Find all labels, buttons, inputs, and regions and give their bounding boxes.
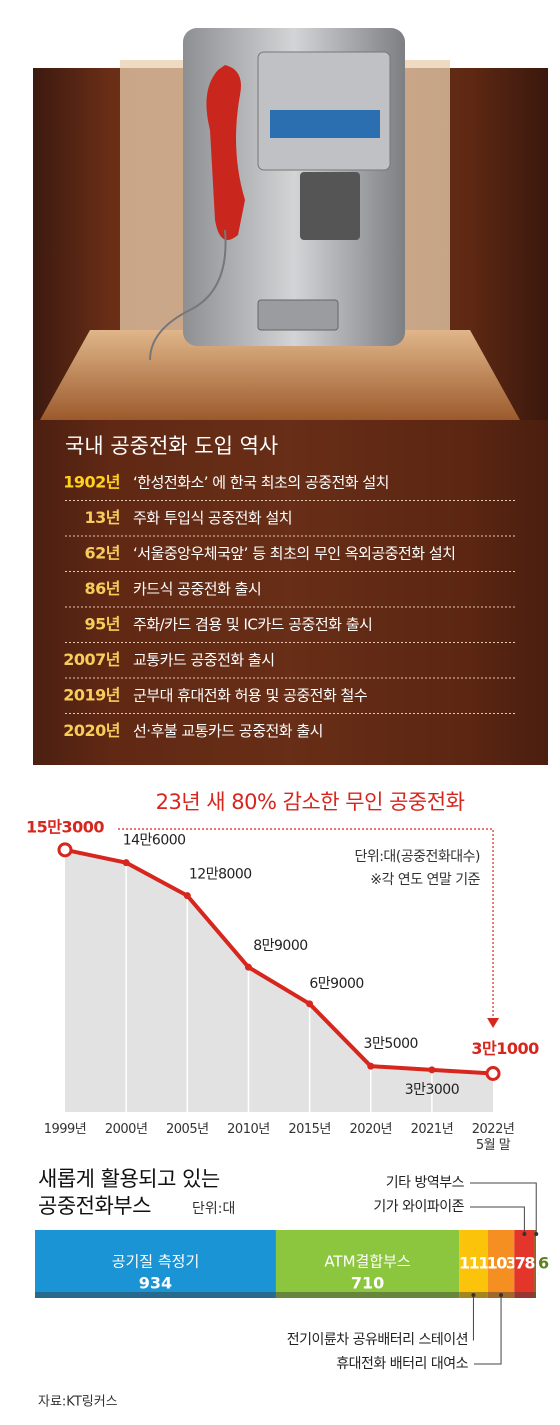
- timeline-title: 국내 공중전화 도입 역사: [65, 434, 278, 458]
- x-tick-label: 2015년: [288, 1122, 331, 1137]
- timeline-year: 2020년: [63, 721, 120, 740]
- photo: [33, 28, 548, 765]
- x-tick-label: 2000년: [104, 1122, 148, 1137]
- point: [367, 1062, 375, 1070]
- x-tick-label: 1999년: [43, 1122, 87, 1137]
- leader: [470, 1206, 525, 1234]
- value-label: 3만1000: [471, 1039, 539, 1058]
- bar-shadow-dark: [514, 1292, 535, 1298]
- bar-segment: [275, 1230, 460, 1292]
- timeline-text: 카드식 공중전화 출시: [133, 580, 261, 598]
- value-label: 14만6000: [123, 833, 186, 849]
- bar-segment: [35, 1230, 276, 1292]
- value-label: 12만8000: [189, 867, 252, 883]
- timeline-text: 주화 투입식 공중전화 설치: [133, 509, 292, 527]
- bar-segment: [487, 1230, 515, 1292]
- bar-shadow-dark: [275, 1292, 460, 1298]
- value-label: 8만9000: [253, 938, 307, 954]
- point: [244, 963, 252, 971]
- bar-shadow: [534, 1292, 536, 1298]
- timeline-text: ‘서울중앙우체국앞’ 등 최초의 무인 옥외공중전화 설치: [133, 545, 455, 563]
- chart-title: 23년 새 80% 감소한 무인 공중전화: [156, 790, 465, 814]
- point: [183, 892, 191, 900]
- bar-shadow: [275, 1292, 460, 1298]
- point: [485, 1066, 501, 1081]
- note: ※각 연도 연말 기준: [370, 872, 480, 888]
- timeline-text: ‘한성전화소’ 에 한국 최초의 공중전화 설치: [133, 474, 389, 492]
- x-tick-label: 2021년: [410, 1122, 454, 1137]
- point: [57, 842, 73, 858]
- leader: [472, 1295, 474, 1341]
- leader-dot: [534, 1232, 539, 1236]
- bar-shadow-dark: [534, 1292, 536, 1298]
- callout: [118, 828, 494, 1018]
- timeline-year: 13년: [85, 508, 121, 527]
- segment-name: 전기이륜차 공유배터리 스테이션: [287, 1332, 468, 1348]
- arrow: [487, 1018, 500, 1028]
- timeline-text: 주화/카드 겸용 및 IC카드 공중전화 출시: [133, 616, 372, 634]
- segment-name: 공기질 측정기: [112, 1253, 200, 1271]
- timeline-text: 군부대 휴대전화 허용 및 공중전화 철수: [133, 687, 367, 705]
- segment-value: 710: [351, 1274, 384, 1293]
- x-tick-label: 2005년: [166, 1122, 209, 1137]
- segment-name: ATM결합부스: [324, 1253, 411, 1271]
- value-label: 15만3000: [26, 817, 104, 836]
- unit: 단위:대(공중전화대수): [354, 849, 480, 865]
- value-label: 3만5000: [364, 1036, 418, 1052]
- bar-segment: [534, 1230, 536, 1292]
- segment-value: 934: [139, 1274, 172, 1293]
- line: [64, 847, 494, 1076]
- x-tick-label: 2010년: [227, 1122, 270, 1137]
- area: [65, 849, 494, 1112]
- segment-name: 휴대전화 배터리 대여소: [336, 1356, 468, 1372]
- segment-value: 103: [487, 1254, 516, 1273]
- timeline-text: 선·후불 교통카드 공중전화 출시: [133, 722, 323, 740]
- value-label: 3만3000: [405, 1082, 459, 1098]
- x-tick-label: 2020년: [349, 1122, 393, 1137]
- timeline-year: 2007년: [63, 650, 120, 669]
- segment-value: 78: [515, 1254, 536, 1273]
- point: [428, 1066, 436, 1074]
- bar-segment: [459, 1230, 488, 1292]
- bar-segment: [514, 1230, 535, 1292]
- segment-name: 기타 방역부스: [386, 1175, 465, 1191]
- timeline-year: 86년: [85, 579, 121, 598]
- segment-name: 기가 와이파이존: [373, 1199, 464, 1215]
- leader-dot: [522, 1232, 527, 1236]
- leader-dot: [499, 1293, 504, 1297]
- timeline-year: 62년: [85, 544, 121, 563]
- segment-value: 6: [538, 1254, 549, 1273]
- unit: 단위:대: [192, 1201, 235, 1217]
- chart-title: 새롭게 활용되고 있는: [38, 1167, 220, 1191]
- bar-shadow: [514, 1292, 535, 1298]
- timeline-text: 교통카드 공중전화 출시: [133, 651, 275, 669]
- leader: [470, 1182, 537, 1234]
- value-label: 6만9000: [309, 976, 363, 992]
- point: [306, 1000, 314, 1008]
- x-tick-label: 2022년 5월 말: [471, 1122, 515, 1153]
- source: 자료:KT링커스: [38, 1395, 118, 1410]
- timeline-year: 95년: [85, 615, 121, 634]
- leader: [474, 1295, 502, 1365]
- timeline-year: 1902년: [63, 473, 120, 492]
- point: [122, 859, 130, 867]
- chart-title: 공중전화부스: [38, 1194, 151, 1218]
- bar-shadow: [35, 1292, 276, 1298]
- segment-value: 111: [459, 1254, 489, 1273]
- bar-shadow-dark: [35, 1292, 276, 1298]
- timeline-year: 2019년: [63, 686, 120, 705]
- leader-dot: [471, 1293, 476, 1297]
